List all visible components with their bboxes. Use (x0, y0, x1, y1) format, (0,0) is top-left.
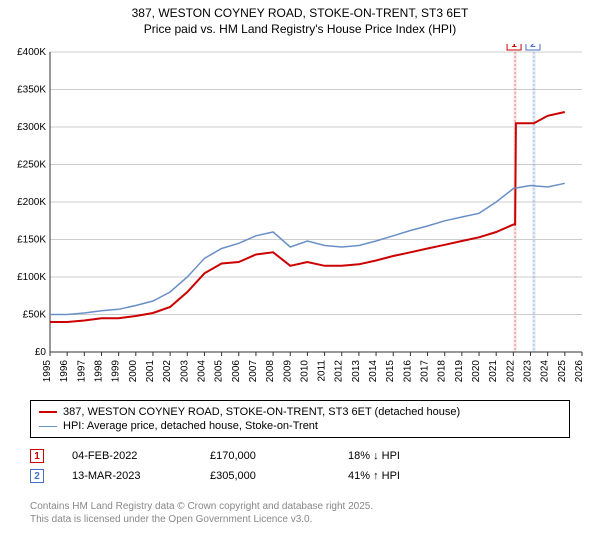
title-line-1: 387, WESTON COYNEY ROAD, STOKE-ON-TRENT,… (10, 6, 590, 22)
legend-row: 387, WESTON COYNEY ROAD, STOKE-ON-TRENT,… (39, 405, 561, 419)
svg-text:2014: 2014 (368, 360, 379, 383)
svg-text:2005: 2005 (214, 360, 225, 383)
marker-row: 1 04-FEB-2022 £170,000 18% ↓ HPI (30, 446, 570, 466)
svg-text:2009: 2009 (282, 360, 293, 383)
marker-row: 2 13-MAR-2023 £305,000 41% ↑ HPI (30, 466, 570, 486)
svg-text:1997: 1997 (76, 360, 87, 383)
legend-label: 387, WESTON COYNEY ROAD, STOKE-ON-TRENT,… (63, 406, 460, 418)
legend-swatch (39, 426, 57, 427)
svg-text:2024: 2024 (540, 360, 551, 383)
svg-text:2012: 2012 (334, 360, 345, 383)
svg-text:1998: 1998 (93, 360, 104, 383)
svg-text:2018: 2018 (437, 360, 448, 383)
svg-text:1: 1 (511, 44, 517, 50)
marker-price: £170,000 (210, 450, 320, 462)
svg-text:2026: 2026 (574, 360, 585, 383)
svg-text:2004: 2004 (196, 360, 207, 383)
svg-text:2020: 2020 (471, 360, 482, 383)
svg-text:2016: 2016 (402, 360, 413, 383)
svg-text:£50K: £50K (23, 310, 47, 321)
marker-price: £305,000 (210, 470, 320, 482)
chart-container: £0 £50K £100K £150K £200K £250K £300K £350K £400… (8, 44, 592, 394)
svg-text:£0: £0 (35, 347, 47, 358)
legend-row: HPI: Average price, detached house, Stok… (39, 419, 561, 433)
svg-text:2000: 2000 (128, 360, 139, 383)
marker-delta: 41% ↑ HPI (348, 470, 458, 482)
attribution: Contains HM Land Registry data © Crown c… (30, 500, 570, 526)
svg-text:£200K: £200K (17, 197, 46, 208)
attribution-line-2: This data is licensed under the Open Gov… (30, 513, 570, 526)
svg-text:£250K: £250K (17, 160, 46, 171)
svg-text:2017: 2017 (420, 360, 431, 383)
marker-number-box: 2 (30, 469, 44, 483)
svg-text:2: 2 (530, 44, 536, 50)
svg-text:2019: 2019 (454, 360, 465, 383)
svg-text:£350K: £350K (17, 85, 46, 96)
title-line-2: Price paid vs. HM Land Registry's House … (10, 22, 590, 38)
marker-date: 13-MAR-2023 (72, 470, 182, 482)
attribution-line-1: Contains HM Land Registry data © Crown c… (30, 500, 570, 513)
marker-number-box: 1 (30, 449, 44, 463)
svg-text:2021: 2021 (488, 360, 499, 383)
svg-text:2015: 2015 (385, 360, 396, 383)
chart-title-block: 387, WESTON COYNEY ROAD, STOKE-ON-TRENT,… (0, 0, 600, 41)
svg-text:2008: 2008 (265, 360, 276, 383)
svg-text:2001: 2001 (145, 360, 156, 383)
svg-text:£400K: £400K (17, 47, 46, 58)
legend-swatch (39, 411, 57, 413)
svg-text:2010: 2010 (299, 360, 310, 383)
svg-text:2006: 2006 (231, 360, 242, 383)
svg-text:2002: 2002 (162, 360, 173, 383)
svg-text:2022: 2022 (505, 360, 516, 383)
legend-label: HPI: Average price, detached house, Stok… (63, 420, 318, 432)
svg-text:2003: 2003 (179, 360, 190, 383)
line-chart: £0 £50K £100K £150K £200K £250K £300K £350K £400… (8, 44, 592, 394)
svg-text:2013: 2013 (351, 360, 362, 383)
svg-text:1999: 1999 (111, 360, 122, 383)
svg-text:1996: 1996 (59, 360, 70, 383)
svg-text:1995: 1995 (42, 360, 53, 383)
svg-text:£300K: £300K (17, 122, 46, 133)
legend: 387, WESTON COYNEY ROAD, STOKE-ON-TRENT,… (30, 400, 570, 438)
svg-text:2007: 2007 (248, 360, 259, 383)
marker-date: 04-FEB-2022 (72, 450, 182, 462)
svg-text:2025: 2025 (557, 360, 568, 383)
sale-marker-table: 1 04-FEB-2022 £170,000 18% ↓ HPI 2 13-MAR-202… (30, 446, 570, 486)
svg-text:£100K: £100K (17, 272, 46, 283)
svg-text:2023: 2023 (523, 360, 534, 383)
marker-delta: 18% ↓ HPI (348, 450, 458, 462)
svg-text:2011: 2011 (317, 360, 328, 382)
svg-text:£150K: £150K (17, 235, 46, 246)
